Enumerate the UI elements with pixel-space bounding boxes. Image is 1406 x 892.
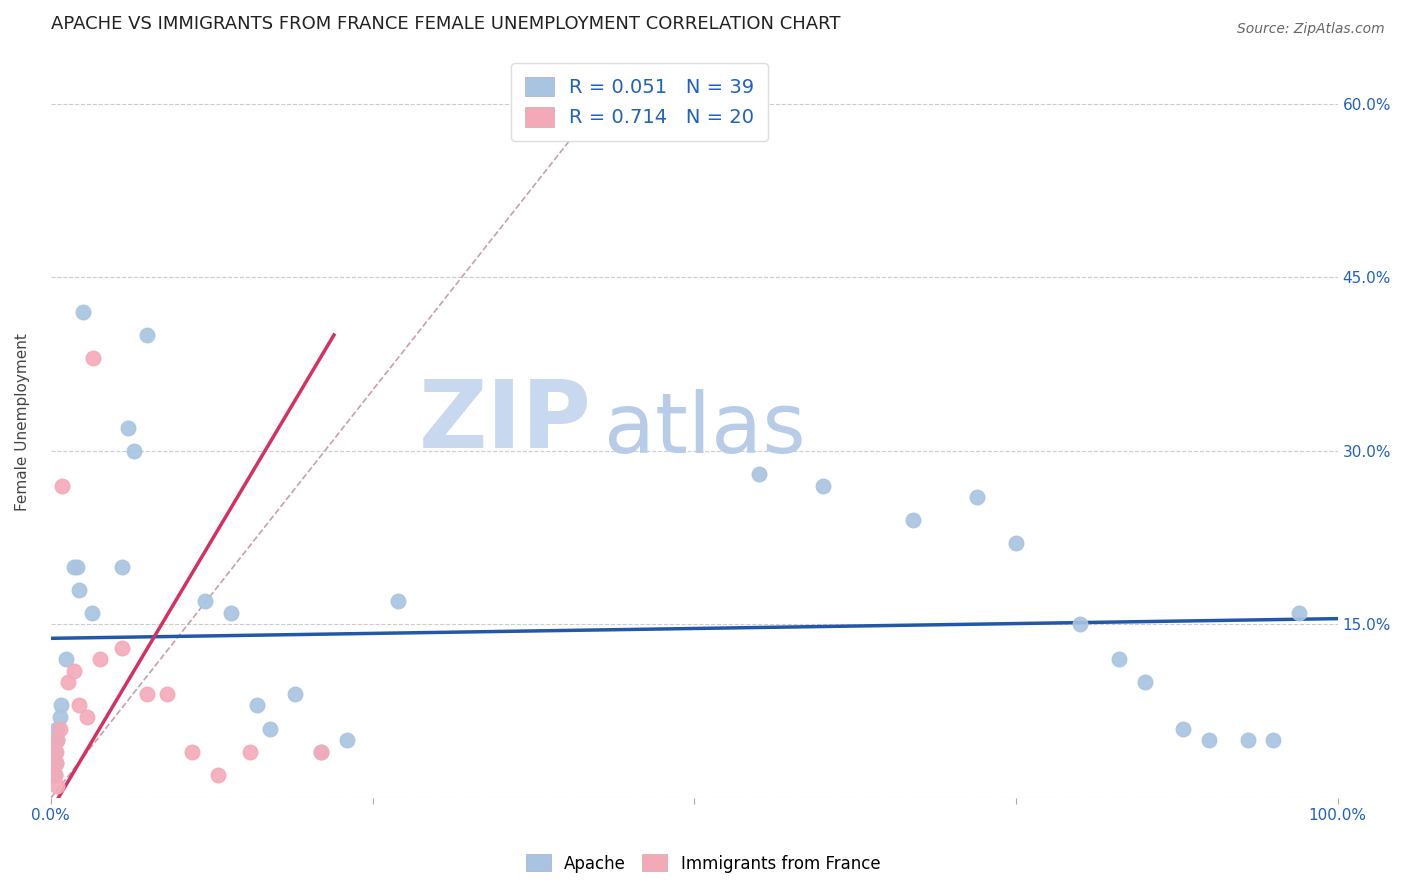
- Point: [1133, 675, 1156, 690]
- Point: [67, 582, 90, 597]
- Point: [239, 745, 262, 759]
- Point: [72, 305, 94, 319]
- Point: [136, 687, 159, 701]
- Point: [136, 328, 159, 343]
- Point: [46, 733, 69, 747]
- Point: [110, 559, 132, 574]
- Point: [336, 733, 359, 747]
- Point: [65, 559, 87, 574]
- Point: [1263, 733, 1285, 747]
- Point: [110, 640, 132, 655]
- Point: [46, 722, 69, 736]
- Point: [1108, 652, 1130, 666]
- Point: [966, 490, 988, 504]
- Point: [44, 768, 66, 782]
- Point: [45, 756, 67, 771]
- Point: [45, 733, 67, 747]
- Point: [76, 710, 98, 724]
- Point: [63, 664, 86, 678]
- Point: [811, 478, 834, 492]
- Point: [748, 467, 770, 481]
- Point: [56, 675, 79, 690]
- Legend: Apache, Immigrants from France: Apache, Immigrants from France: [519, 847, 887, 880]
- Point: [1005, 536, 1028, 550]
- Point: [181, 745, 204, 759]
- Point: [1288, 606, 1310, 620]
- Point: [44, 745, 66, 759]
- Point: [46, 733, 69, 747]
- Text: atlas: atlas: [605, 389, 806, 470]
- Legend: R = 0.051   N = 39, R = 0.714   N = 20: R = 0.051 N = 39, R = 0.714 N = 20: [510, 63, 768, 141]
- Point: [194, 594, 217, 608]
- Point: [219, 606, 242, 620]
- Point: [46, 780, 69, 794]
- Point: [901, 513, 924, 527]
- Point: [309, 745, 332, 759]
- Point: [117, 420, 139, 434]
- Point: [80, 606, 103, 620]
- Y-axis label: Female Unemployment: Female Unemployment: [15, 333, 30, 511]
- Point: [1236, 733, 1258, 747]
- Point: [207, 768, 229, 782]
- Point: [1069, 617, 1091, 632]
- Point: [1198, 733, 1220, 747]
- Point: [45, 756, 67, 771]
- Point: [82, 351, 104, 366]
- Point: [89, 652, 111, 666]
- Point: [63, 559, 86, 574]
- Text: APACHE VS IMMIGRANTS FROM FRANCE FEMALE UNEMPLOYMENT CORRELATION CHART: APACHE VS IMMIGRANTS FROM FRANCE FEMALE …: [51, 15, 841, 33]
- Point: [1173, 722, 1195, 736]
- Point: [49, 698, 72, 713]
- Point: [51, 478, 73, 492]
- Point: [124, 443, 146, 458]
- Point: [387, 594, 409, 608]
- Point: [246, 698, 269, 713]
- Point: [284, 687, 307, 701]
- Point: [49, 722, 72, 736]
- Point: [55, 652, 77, 666]
- Point: [44, 768, 66, 782]
- Point: [309, 745, 332, 759]
- Text: ZIP: ZIP: [419, 376, 592, 468]
- Point: [259, 722, 281, 736]
- Point: [49, 710, 72, 724]
- Point: [67, 698, 90, 713]
- Point: [156, 687, 179, 701]
- Point: [45, 745, 67, 759]
- Text: Source: ZipAtlas.com: Source: ZipAtlas.com: [1237, 22, 1385, 37]
